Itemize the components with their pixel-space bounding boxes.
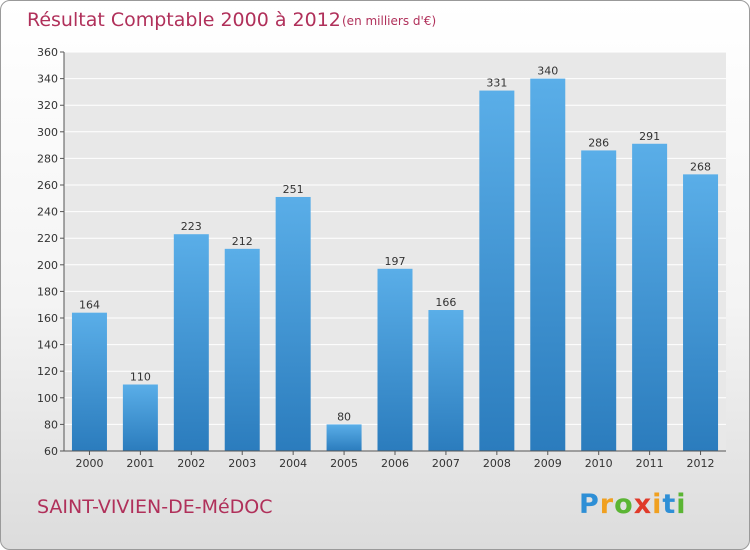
bar-2011 (632, 143, 668, 451)
y-tick-label: 60 (44, 445, 58, 458)
value-label: 286 (588, 136, 609, 149)
x-tick-label: 2007 (432, 457, 460, 470)
x-tick-label: 2005 (330, 457, 358, 470)
value-label: 110 (130, 371, 151, 384)
y-axis: 60 80 100 120 140 160 180 200 220 240 260 280 300 320… (37, 46, 65, 458)
value-label: 80 (337, 410, 351, 423)
x-tick-label: 2001 (126, 457, 154, 470)
y-tick-label: 260 (37, 179, 58, 192)
bar-2001 (122, 384, 158, 451)
bar-2010 (581, 150, 617, 452)
value-label: 291 (639, 130, 660, 143)
y-tick-label: 280 (37, 152, 58, 165)
y-tick-label: 220 (37, 232, 58, 245)
bars: 164 110 223 212 251 80 197 166 331 340 286 291 268 (71, 65, 719, 452)
x-tick-label: 2000 (75, 457, 103, 470)
y-tick-label: 180 (37, 285, 58, 298)
value-label: 212 (232, 235, 253, 248)
x-tick-label: 2012 (687, 457, 715, 470)
bar-2008 (479, 90, 515, 451)
bar-2012 (683, 174, 719, 452)
chart-subtitle: (en milliers d'€) (342, 14, 437, 28)
y-tick-label: 240 (37, 206, 58, 219)
value-label: 268 (690, 160, 711, 173)
x-tick-label: 2010 (585, 457, 613, 470)
y-tick-label: 140 (37, 339, 58, 352)
y-tick-label: 200 (37, 259, 58, 272)
x-axis: 2000 2001 2002 2003 2004 2005 2006 2007 2008 2009… (64, 450, 726, 470)
x-tick-label: 2002 (177, 457, 205, 470)
y-tick-label: 340 (37, 73, 58, 86)
x-tick-label: 2009 (534, 457, 562, 470)
place-name: SAINT-VIVIEN-DE-MéDOC (37, 496, 273, 518)
y-tick-label: 320 (37, 99, 58, 112)
bar-2006 (377, 268, 413, 451)
y-tick-label: 120 (37, 365, 58, 378)
bar-2004 (275, 196, 311, 451)
bar-2002 (173, 234, 209, 451)
y-tick-label: 360 (37, 46, 58, 59)
x-tick-label: 2004 (279, 457, 307, 470)
y-tick-label: 300 (37, 126, 58, 139)
proxiti-logo[interactable]: Proxiti (579, 489, 687, 520)
chart-title: Résultat Comptable 2000 à 2012 (27, 9, 341, 31)
bar-2003 (224, 248, 260, 451)
y-tick-label: 100 (37, 392, 58, 405)
value-label: 166 (435, 296, 456, 309)
value-label: 340 (537, 65, 558, 78)
bar-2009 (530, 78, 566, 451)
x-tick-label: 2003 (228, 457, 256, 470)
x-tick-label: 2006 (381, 457, 409, 470)
y-tick-label: 160 (37, 312, 58, 325)
value-label: 197 (385, 255, 406, 268)
y-tick-label: 80 (44, 418, 58, 431)
x-tick-label: 2011 (636, 457, 664, 470)
value-label: 164 (79, 299, 100, 312)
bar-2007 (428, 310, 464, 451)
value-label: 331 (486, 77, 507, 90)
x-tick-label: 2008 (483, 457, 511, 470)
value-label: 251 (283, 183, 304, 196)
value-label: 223 (181, 220, 202, 233)
bar-2005 (326, 424, 362, 451)
bar-2000 (71, 312, 107, 451)
